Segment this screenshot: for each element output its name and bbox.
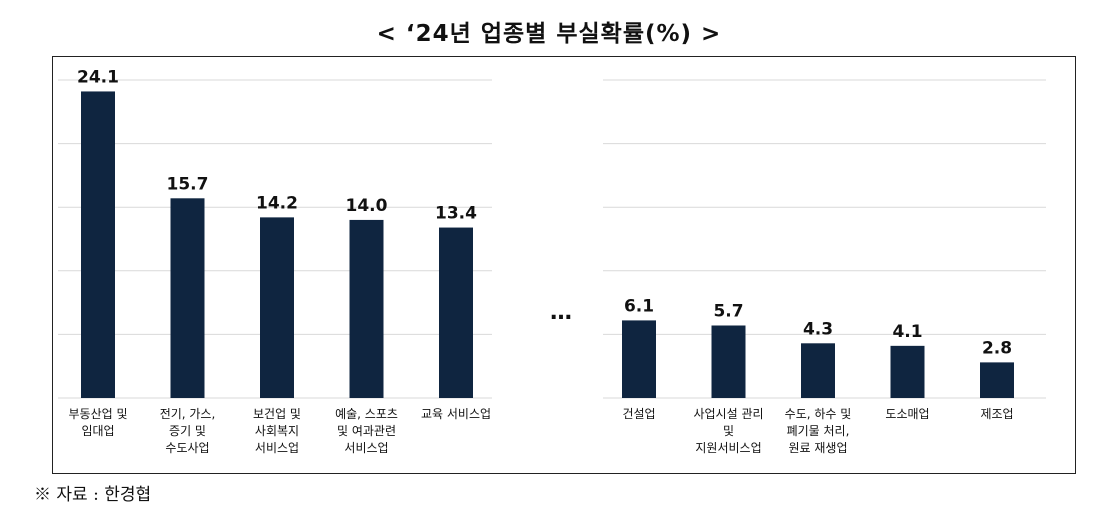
value-label: 15.7 — [167, 174, 209, 194]
bar — [439, 227, 473, 398]
gap-marker: … — [550, 300, 573, 325]
chart-frame — [52, 56, 1076, 474]
value-label: 4.3 — [803, 319, 833, 339]
category-label: 예술, 스포츠 — [335, 407, 398, 421]
category-label: 보건업 및 — [253, 407, 301, 421]
category-label: 및 여과관련 — [337, 424, 396, 438]
category-label: 및 — [723, 424, 734, 438]
category-label: 서비스업 — [344, 441, 388, 455]
category-label: 전기, 가스, — [160, 407, 216, 421]
category-label: 지원서비스업 — [695, 441, 761, 455]
category-label: 부동산업 및 — [68, 407, 127, 421]
value-label: 24.1 — [77, 67, 119, 87]
category-label: 증기 및 — [169, 424, 206, 438]
bar — [349, 219, 384, 398]
chart-title: < ‘24년 업종별 부실확률(%) > — [376, 21, 722, 47]
value-label: 2.8 — [982, 338, 1012, 358]
bar — [890, 345, 925, 398]
category-label: 수도사업 — [165, 441, 209, 455]
bar — [801, 343, 835, 398]
bar — [170, 198, 205, 398]
bar — [260, 217, 294, 398]
category-label: 건설업 — [622, 407, 655, 421]
bar — [711, 325, 746, 398]
category-label: 교육 서비스업 — [421, 407, 491, 421]
bar — [622, 320, 656, 398]
category-label: 원료 재생업 — [788, 441, 847, 455]
bar — [81, 91, 115, 398]
category-label: 사회복지 — [255, 424, 299, 438]
value-label: 14.2 — [256, 193, 298, 213]
value-label: 13.4 — [435, 204, 477, 224]
category-label: 임대업 — [81, 424, 114, 438]
category-label: 서비스업 — [255, 441, 299, 455]
category-label: 제조업 — [980, 407, 1013, 421]
category-label: 폐기물 처리, — [787, 424, 850, 438]
value-label: 14.0 — [346, 196, 388, 216]
value-label: 4.1 — [892, 322, 922, 342]
value-label: 6.1 — [624, 296, 654, 316]
category-label: 수도, 하수 및 — [785, 407, 852, 421]
category-label: 도소매업 — [885, 407, 929, 421]
value-label: 5.7 — [713, 301, 743, 321]
source-note: ※ 자료 : 한경협 — [34, 485, 152, 505]
category-label: 사업시설 관리 — [693, 407, 763, 421]
bar — [980, 362, 1014, 398]
